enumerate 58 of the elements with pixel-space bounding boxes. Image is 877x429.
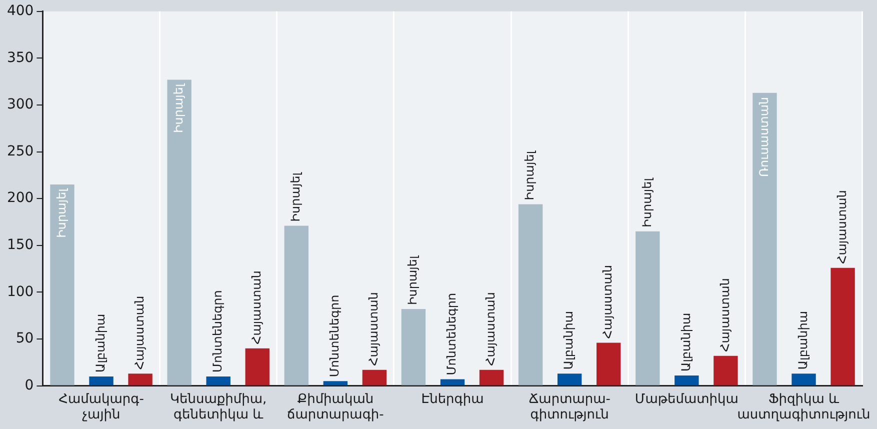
y-tick-label: 300 [6,96,34,113]
y-tick-label: 350 [6,50,34,66]
data-label: Իսրայել [640,177,654,228]
data-label: Մոնտենեգրո [444,292,459,376]
y-tick-label: 250 [6,143,34,160]
data-label: Հայաստան [600,264,615,339]
bar [401,309,426,386]
bar [714,356,738,386]
data-label: Իսրայել [54,188,68,238]
bar [362,370,387,386]
data-label: Իսրայել [522,150,537,200]
data-label: Հայաստան [132,296,146,370]
data-label: Իսրայել [288,172,303,222]
data-label: Մոնտենեգրո [328,294,342,378]
bar [128,374,152,386]
data-label: Հայաստան [718,278,732,352]
bar [674,376,699,386]
bar [518,204,543,386]
y-tick-label: 400 [6,3,34,20]
data-label: Ռուսաստան [756,96,771,178]
bar [440,379,465,386]
y-tick-label: 100 [6,284,34,300]
x-tick-label: Քիմիական ճարտարագի- [287,392,384,423]
y-tick-label: 150 [6,237,34,254]
data-label: Հայաստան [366,292,381,366]
bar [479,370,504,386]
bar [167,80,192,386]
data-label: Ալբանիա [93,314,108,372]
data-label: Իսրայել [406,254,420,306]
bar [50,184,74,386]
bar [89,376,114,386]
x-tick-label: Էներգիա [421,392,484,407]
data-label: Ալբանիա [562,310,576,370]
y-tick-label: 0 [24,377,34,394]
bar [245,348,270,386]
data-label: Ալբանիա [678,312,693,372]
bar [284,226,308,386]
bar [596,342,621,386]
x-tick-label: Համակարգ- չային [58,392,144,423]
bar [636,231,660,386]
data-label: Հայաստան [834,190,849,264]
bar [792,374,816,386]
bar [557,374,582,386]
data-label: Մոնտենեգրո [210,290,224,372]
y-tick-label: 200 [6,190,34,206]
data-label: Ալբանիա [796,310,810,370]
bar [206,376,230,386]
bar [752,92,777,386]
x-tick-label: Մաթեմատիկա [634,392,738,407]
data-label: Հայաստան [484,292,498,366]
x-tick-label: Կենսաքիմիա, գենետիկա և [170,392,267,423]
x-tick-label: Ֆիզիկա և աստղագիտություն [737,392,870,423]
bar [830,268,855,386]
data-label: Հայաստան [249,270,264,344]
x-tick-label: Ճարտարա- գիտություն [528,392,611,423]
y-tick-label: 50 [16,330,34,347]
bar [323,381,348,386]
data-label: Իսրայել [171,82,186,134]
